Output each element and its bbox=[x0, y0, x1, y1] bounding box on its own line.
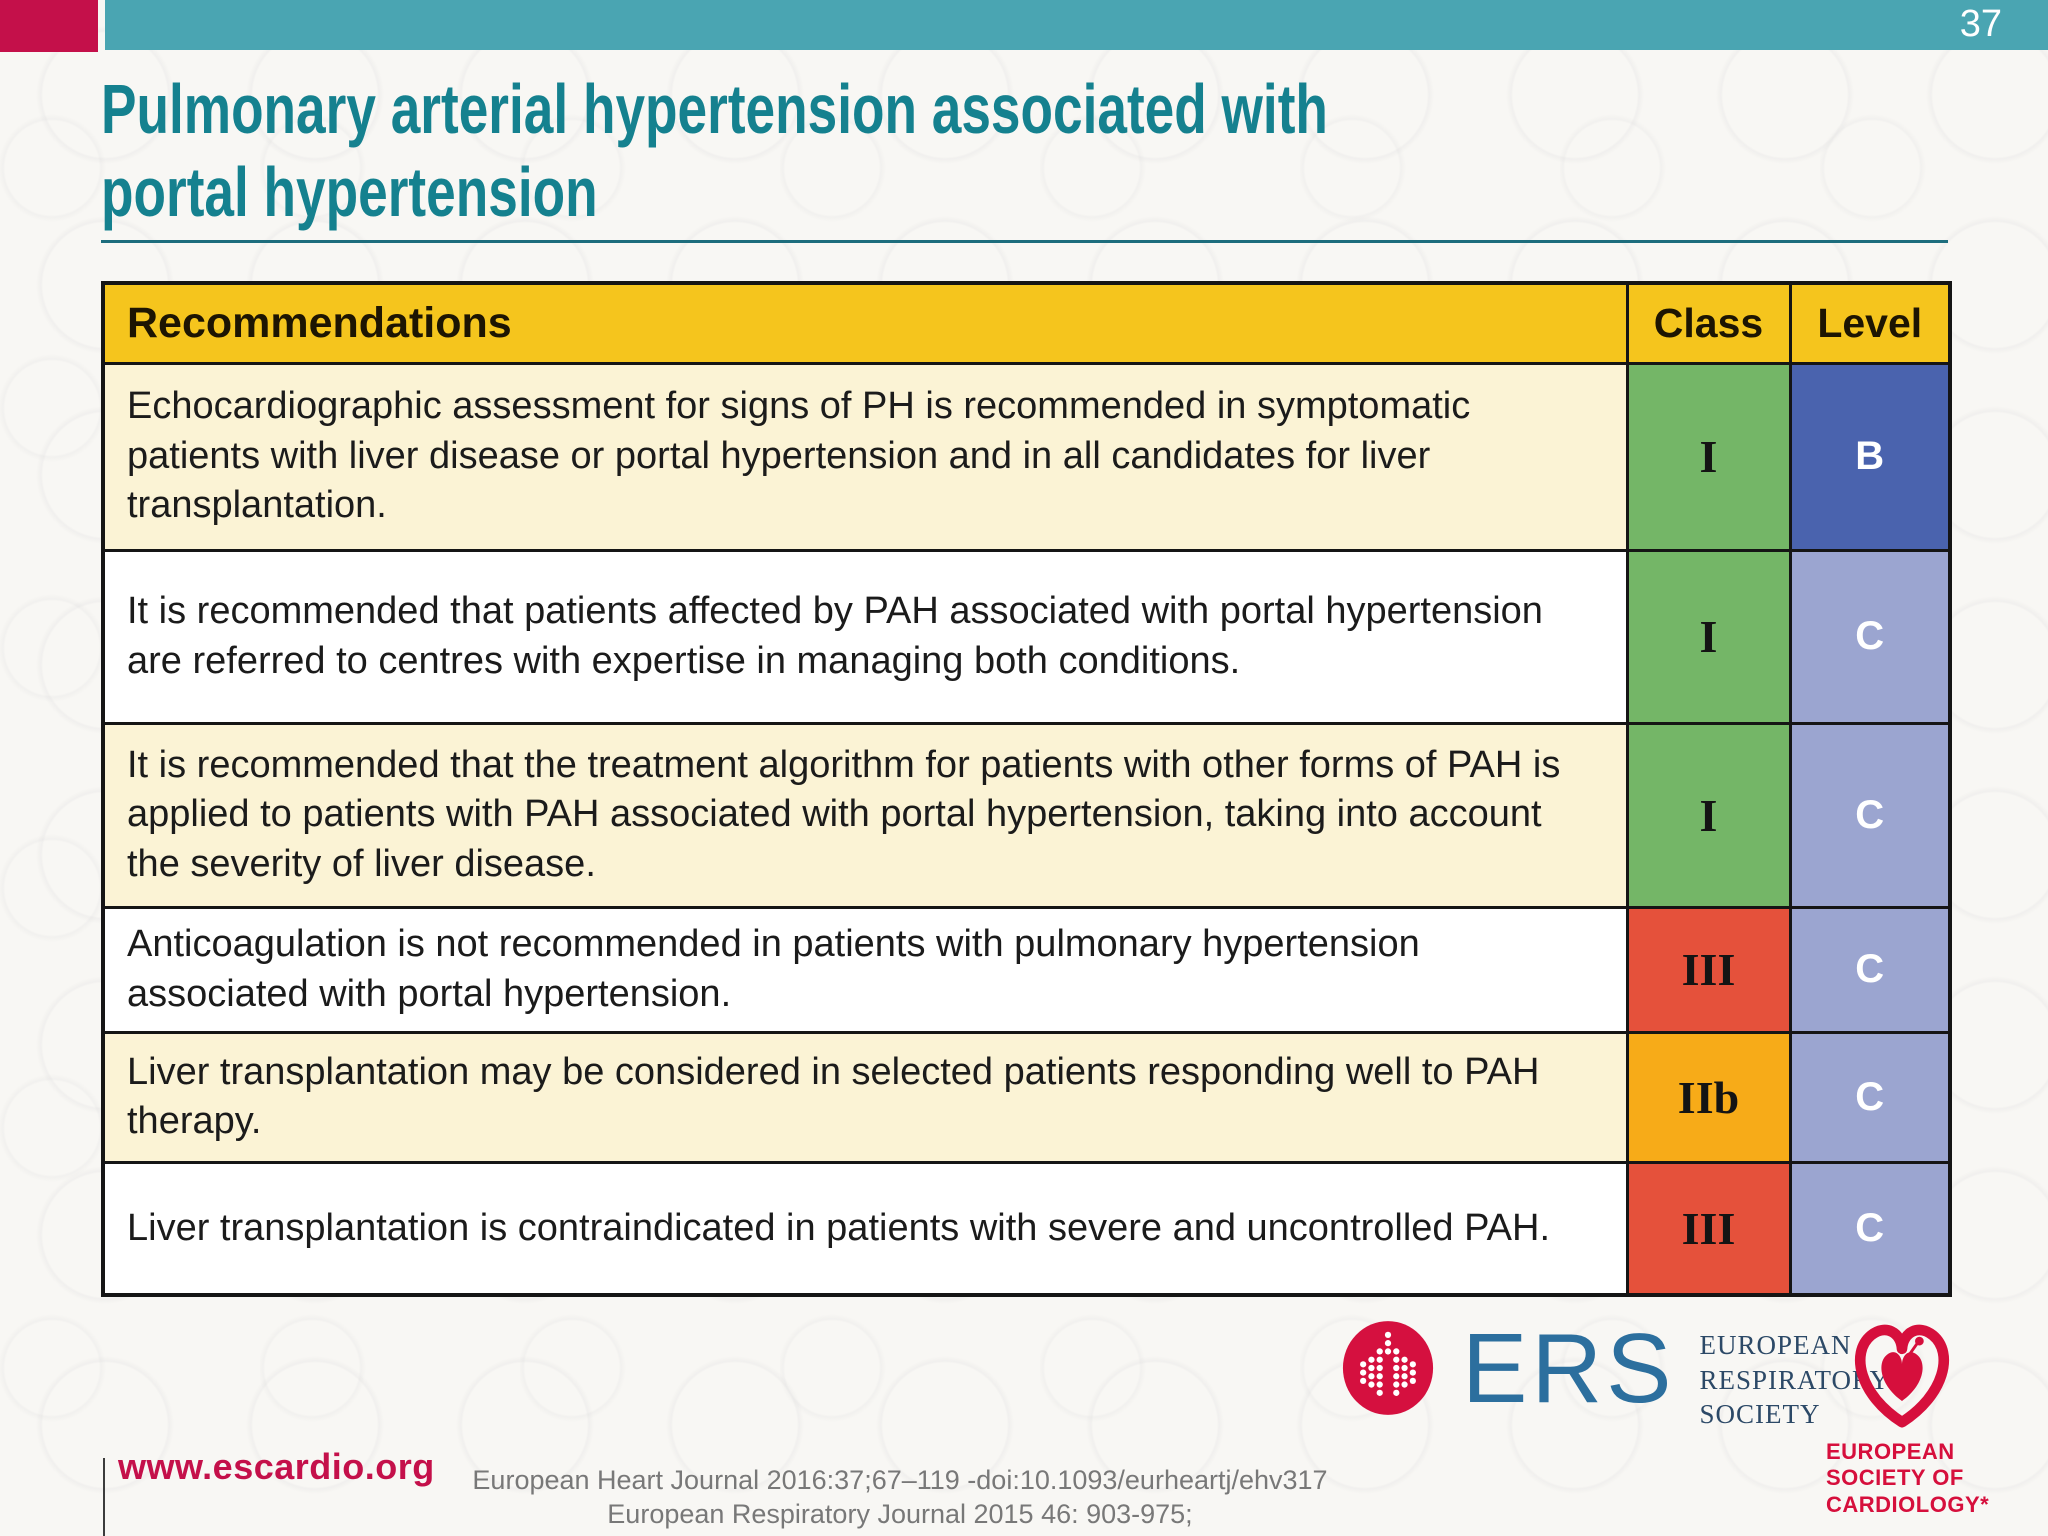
recommendation-cell: Anticoagulation is not recommended in pa… bbox=[101, 905, 1629, 1034]
esc-heart-icon bbox=[1842, 1316, 2026, 1433]
esc-name-line-1: EUROPEAN bbox=[1826, 1439, 1955, 1464]
table-row: Liver transplantation is contraindicated… bbox=[101, 1160, 1952, 1297]
page-number: 37 bbox=[1959, 3, 2002, 45]
table-header-recommendations: Recommendations bbox=[101, 281, 1629, 365]
citation-line-1: European Heart Journal 2016:37;67–119 -d… bbox=[472, 1465, 1328, 1495]
esc-society-name: EUROPEAN SOCIETY OF CARDIOLOGY* bbox=[1826, 1439, 2026, 1518]
class-cell: I bbox=[1625, 721, 1792, 909]
class-cell: IIb bbox=[1625, 1030, 1792, 1164]
citation-line-2: European Respiratory Journal 2015 46: 90… bbox=[607, 1498, 1193, 1529]
recommendation-cell: It is recommended that patients affected… bbox=[101, 548, 1629, 725]
level-cell: C bbox=[1788, 1160, 1952, 1297]
title-underline bbox=[101, 240, 1948, 243]
table-header-row: Recommendations Class Level bbox=[101, 281, 1952, 365]
class-cell: I bbox=[1625, 548, 1792, 725]
table-row: Liver transplantation may be considered … bbox=[101, 1030, 1952, 1164]
footer-divider-line bbox=[103, 1458, 105, 1536]
recommendations-table: Recommendations Class Level Echocardiogr… bbox=[101, 281, 1952, 1297]
ers-acronym: ERS bbox=[1462, 1313, 1676, 1423]
slide-title-line-1: Pulmonary arterial hypertension associat… bbox=[101, 70, 1328, 148]
table-header-class: Class bbox=[1625, 281, 1792, 365]
esc-name-line-2: SOCIETY OF bbox=[1826, 1465, 1964, 1491]
top-left-red-square bbox=[0, 0, 98, 52]
recommendation-cell: Echocardiographic assessment for signs o… bbox=[101, 361, 1629, 552]
recommendation-cell: Liver transplantation is contraindicated… bbox=[101, 1160, 1629, 1297]
esc-name-line-3: CARDIOLOGY* bbox=[1826, 1491, 1990, 1517]
table-row: It is recommended that patients affected… bbox=[101, 548, 1952, 725]
class-cell: III bbox=[1625, 905, 1792, 1034]
slide-title: Pulmonary arterial hypertension associat… bbox=[101, 68, 1697, 233]
esc-logo: EUROPEAN SOCIETY OF CARDIOLOGY* bbox=[1826, 1316, 2026, 1518]
citation-block: European Heart Journal 2016:37;67–119 -d… bbox=[430, 1464, 1370, 1532]
escardio-website-link[interactable]: www.escardio.org bbox=[118, 1446, 435, 1487]
ers-lungs-icon bbox=[1342, 1320, 1434, 1421]
table-row: Echocardiographic assessment for signs o… bbox=[101, 361, 1952, 552]
recommendation-cell: It is recommended that the treatment alg… bbox=[101, 721, 1629, 909]
slide-title-line-2: portal hypertension bbox=[101, 152, 598, 231]
recommendation-cell: Liver transplantation may be considered … bbox=[101, 1030, 1629, 1164]
ers-society-name: EUROPEAN RESPIRATORY SOCIETY bbox=[1700, 1328, 1891, 1432]
ers-name-line-1: EUROPEAN bbox=[1699, 1330, 1852, 1360]
table-header-level: Level bbox=[1788, 281, 1952, 365]
top-teal-band bbox=[105, 0, 2048, 50]
level-cell: B bbox=[1788, 361, 1952, 552]
ers-name-line-3: SOCIETY bbox=[1699, 1399, 1821, 1430]
level-cell: C bbox=[1788, 721, 1952, 909]
class-cell: III bbox=[1625, 1160, 1792, 1297]
level-cell: C bbox=[1788, 1030, 1952, 1164]
table-row: It is recommended that the treatment alg… bbox=[101, 721, 1952, 909]
level-cell: C bbox=[1788, 905, 1952, 1034]
level-cell: C bbox=[1788, 548, 1952, 725]
ers-logo: ERS EUROPEAN RESPIRATORY SOCIETY bbox=[1342, 1313, 1891, 1432]
class-cell: I bbox=[1625, 361, 1792, 552]
table-row: Anticoagulation is not recommended in pa… bbox=[101, 905, 1952, 1034]
